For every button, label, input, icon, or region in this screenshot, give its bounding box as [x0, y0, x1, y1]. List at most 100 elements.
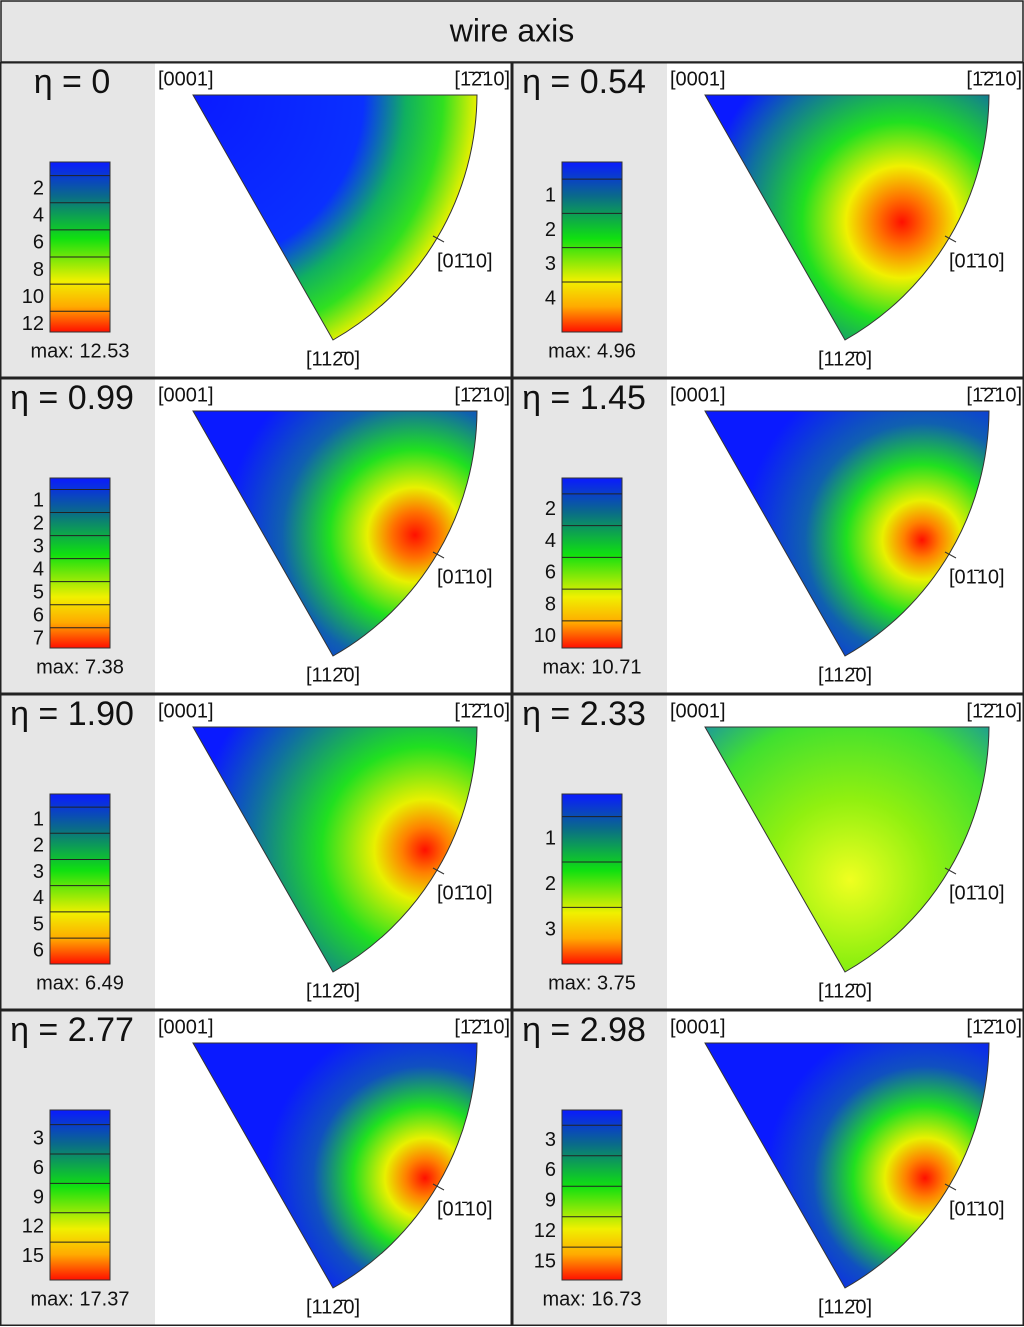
max-label: max: 4.96 [548, 340, 636, 362]
direction-tick [432, 551, 445, 559]
panel-border [0, 62, 512, 378]
direction-tick [432, 235, 445, 243]
panel: η = 2.33 [0001] [1̄2̄10] [01̄10] [112̄0] 1 2 3 m… [512, 694, 1024, 1010]
colorbar-tick-label: 6 [33, 939, 44, 961]
direction-label: [1̄2̄10] [454, 68, 510, 90]
direction-label: [1̄2̄10] [966, 384, 1022, 406]
panel: η = 0.99 [0001] [1̄2̄10] [01̄10] [112̄0] 1234… [0, 378, 512, 694]
colorbar [561, 161, 623, 333]
direction-label: [01̄10] [949, 1198, 1005, 1220]
colorbar-tick-label: 15 [22, 1245, 44, 1267]
colorbar-tick-label: 3 [33, 861, 44, 883]
colorbar [49, 793, 111, 965]
colorbar [49, 161, 111, 333]
pole-figure [192, 410, 478, 657]
colorbar-tick-label: 4 [545, 287, 556, 309]
colorbar-tick-label: 1 [33, 489, 44, 511]
colorbar-tick-label: 12 [22, 313, 44, 335]
direction-label: [01̄10] [437, 1198, 493, 1220]
colorbar [561, 477, 623, 649]
panel-border [512, 62, 1024, 378]
pole-figure [704, 410, 990, 657]
colorbar-tick-label: 3 [545, 253, 556, 275]
pole-figure [192, 1042, 478, 1289]
direction-label: [0001] [670, 700, 726, 722]
header-title: wire axis [449, 12, 574, 48]
pole-figure [704, 1042, 990, 1289]
colorbar [49, 477, 111, 649]
panel-border [512, 1010, 1024, 1326]
panel: η = 1.90 [0001] [1̄2̄10] [01̄10] [112̄0] 1 2 3 4… [0, 694, 512, 1010]
direction-label: [0001] [158, 700, 214, 722]
panel: η = 2.77 [0001] [1̄2̄10] [01̄10] [112̄0] 3 6 9 1… [0, 1010, 512, 1326]
direction-label: [112̄0] [306, 348, 360, 370]
colorbar-tick-label: 15 [534, 1251, 556, 1273]
pole-figure [192, 726, 478, 973]
colorbar-tick-label: 2 [33, 177, 44, 199]
eta-label: η = 2.98 [522, 1011, 646, 1049]
eta-label: η = 2.77 [10, 1011, 134, 1049]
colorbar-tick-label: 6 [33, 1157, 44, 1179]
direction-tick [944, 1183, 957, 1191]
panel: η = 1.45 [0001] [1̄2̄10] [01̄10] [112̄0] 2 4 6 8… [512, 378, 1024, 694]
direction-label: [01̄10] [437, 250, 493, 272]
colorbar-tick-label: 1 [33, 808, 44, 830]
direction-tick [432, 1183, 445, 1191]
colorbar [561, 1109, 623, 1281]
max-label: max: 10.71 [543, 656, 642, 678]
direction-label: [1̄2̄10] [966, 700, 1022, 722]
direction-label: [112̄0] [306, 980, 360, 1002]
pole-figure [192, 94, 478, 341]
eta-label: η = 1.45 [522, 379, 646, 417]
panel: η = 0.54 [0001] [1̄2̄10] [01̄10] [112̄0] 1 2 3 4… [512, 62, 1024, 378]
panel-border [0, 378, 512, 694]
colorbar-tick-label: 1 [545, 185, 556, 207]
panel-border [512, 378, 1024, 694]
direction-label: [1̄2̄10] [454, 384, 510, 406]
panel: η = 0 [0001] [1̄2̄10] [01̄10] [112̄0] 2 4 6 8 10 1… [0, 62, 512, 378]
colorbar-tick-label: 5 [33, 581, 44, 603]
max-label: max: 16.73 [543, 1288, 642, 1310]
header-bar [0, 0, 1024, 63]
colorbar-tick-label: 6 [545, 1159, 556, 1181]
direction-label: [1̄2̄10] [966, 1016, 1022, 1038]
direction-label: [01̄10] [437, 882, 493, 904]
max-label: max: 6.49 [36, 972, 124, 994]
eta-label: η = 0 [34, 63, 111, 101]
colorbar-tick-label: 4 [33, 887, 44, 909]
colorbar-tick-label: 1 [545, 828, 556, 850]
direction-label: [0001] [670, 1016, 726, 1038]
colorbar-tick-label: 6 [545, 562, 556, 584]
direction-label: [0001] [158, 384, 214, 406]
direction-tick [432, 867, 445, 875]
direction-tick [944, 551, 957, 559]
direction-label: [112̄0] [306, 664, 360, 686]
colorbar-tick-label: 2 [545, 219, 556, 241]
panel-border [0, 694, 512, 1010]
colorbar-tick-label: 7 [33, 628, 44, 650]
panel: η = 2.98 [0001] [1̄2̄10] [01̄10] [112̄0] 3 6 9 1… [512, 1010, 1024, 1326]
pole-figure [704, 726, 990, 973]
colorbar-tick-label: 9 [33, 1186, 44, 1208]
direction-label: [0001] [158, 68, 214, 90]
panel-border [0, 1010, 512, 1326]
colorbar-tick-label: 10 [534, 625, 556, 647]
direction-label: [112̄0] [818, 348, 872, 370]
direction-label: [01̄10] [437, 566, 493, 588]
colorbar-tick-label: 3 [545, 1129, 556, 1151]
colorbar-tick-label: 12 [534, 1220, 556, 1242]
colorbar-tick-label: 3 [33, 1128, 44, 1150]
colorbar-tick-label: 10 [22, 286, 44, 308]
max-label: max: 12.53 [31, 340, 130, 362]
colorbar-tick-label: 2 [545, 498, 556, 520]
colorbar-tick-label: 5 [33, 913, 44, 935]
panel-border [512, 694, 1024, 1010]
colorbar-tick-label: 12 [22, 1216, 44, 1238]
direction-tick [944, 867, 957, 875]
colorbar-tick-label: 3 [545, 918, 556, 940]
eta-label: η = 0.54 [522, 63, 646, 101]
direction-label: [1̄2̄10] [454, 700, 510, 722]
direction-label: [112̄0] [818, 664, 872, 686]
colorbar-tick-label: 3 [33, 535, 44, 557]
